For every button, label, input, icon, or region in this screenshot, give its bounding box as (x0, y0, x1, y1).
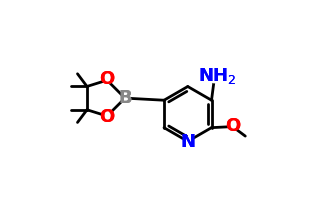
Text: B: B (118, 89, 132, 107)
Circle shape (103, 76, 111, 84)
Text: NH$_2$: NH$_2$ (198, 66, 236, 86)
Circle shape (229, 123, 236, 130)
Text: O: O (99, 108, 115, 126)
Circle shape (183, 137, 192, 146)
Text: N: N (180, 133, 195, 151)
Text: B: B (118, 89, 132, 107)
Text: N: N (180, 133, 195, 151)
Text: O: O (99, 108, 115, 126)
Text: O: O (225, 116, 240, 135)
Text: NH$_2$: NH$_2$ (198, 66, 236, 86)
Circle shape (103, 112, 111, 120)
Text: O: O (99, 70, 115, 88)
Text: O: O (225, 116, 240, 135)
Circle shape (208, 69, 221, 83)
Circle shape (121, 94, 129, 102)
Text: O: O (99, 70, 115, 88)
